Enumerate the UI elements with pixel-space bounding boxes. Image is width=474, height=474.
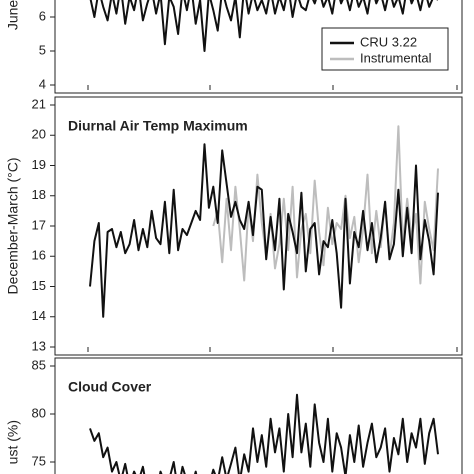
y-axis-label: ust (%) [5,420,21,464]
y-tick-label: 17 [32,217,46,232]
panel-title: Diurnal Air Temp Maximum [68,118,248,134]
y-axis-label: June [5,0,21,30]
x-ticks [87,85,458,352]
plot-frame [54,0,463,94]
y-tick-label: 85 [32,357,46,372]
y-tick-label: 5 [39,42,46,57]
data-line [212,125,439,285]
legend-label: Instrumental [360,50,432,65]
data-line [89,143,439,318]
y-tick-label: 19 [32,157,46,172]
y-tick-label: 4 [39,76,46,91]
plot-frame [54,357,463,474]
data-line [89,0,438,52]
y-axis-label: December-March (°C) [5,157,21,294]
y-tick-label: 14 [32,308,46,323]
y-tick-label: 6 [39,8,46,23]
legend-box [321,27,449,71]
y-tick-label: 80 [32,405,46,420]
y-tick-label: 16 [32,248,46,263]
legend-label: CRU 3.22 [360,34,417,49]
y-tick-label: 20 [32,127,46,142]
y-tick-label: 13 [32,338,46,353]
y-tick-label: 15 [32,278,46,293]
panel-title: Cloud Cover [68,379,152,395]
y-tick-label: 75 [32,453,46,468]
data-line [89,393,439,474]
y-tick-label: 18 [32,187,46,202]
y-tick-label: 21 [32,96,46,111]
